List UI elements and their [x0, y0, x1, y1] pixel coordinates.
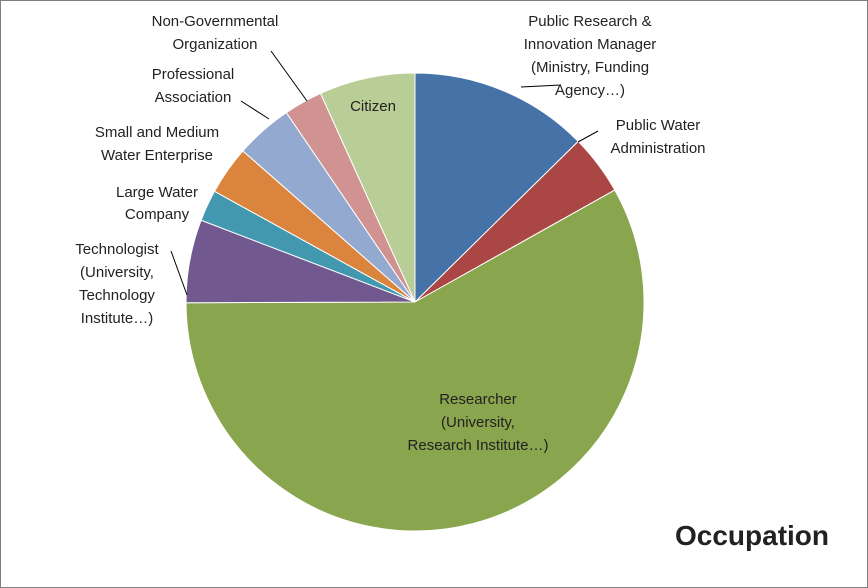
slice-labels: Public Research & Innovation Manager (Mini…	[75, 13, 705, 454]
leader-line-professional-association	[240, 100, 270, 120]
slice-label-technologist-university-technology-institute: Technologist (University, Technology Instit…	[75, 241, 159, 327]
chart-title: Occupation	[675, 520, 829, 551]
slice-label-non-governmental-organization: Non-Governmental Organization	[152, 13, 279, 53]
slice-label-citizen: Citizen	[350, 98, 396, 115]
pie-slice-public-research-innovation-manager-ministry-funding-agency	[414, 72, 579, 304]
leader-line-public-research-innovation-manager-ministry-funding-agency	[520, 84, 562, 88]
slice-label-public-research-innovation-manager-ministry-funding-agency: Public Research & Innovation Manager (Mini…	[524, 13, 657, 99]
slice-label-small-and-medium-water-enterprise: Small and Medium Water Enterprise	[95, 124, 219, 164]
slice-label-large-water-company: Large Water Company	[116, 184, 198, 223]
slice-label-public-water-administration: Public Water Administration	[610, 117, 705, 157]
pie-slice-researcher-university-research-institute	[185, 189, 645, 532]
pie-slice-citizen	[319, 72, 416, 303]
pie-slices	[185, 72, 645, 532]
leader-line-technologist-university-technology-institute	[170, 250, 188, 296]
leader-lines	[170, 50, 599, 296]
leader-line-non-governmental-organization	[270, 50, 308, 102]
leader-line-public-water-administration	[577, 130, 599, 143]
slice-label-professional-association: Professional Association	[152, 66, 235, 106]
slice-label-researcher-university-research-institute: Researcher (University, Research Institute…	[408, 391, 549, 454]
